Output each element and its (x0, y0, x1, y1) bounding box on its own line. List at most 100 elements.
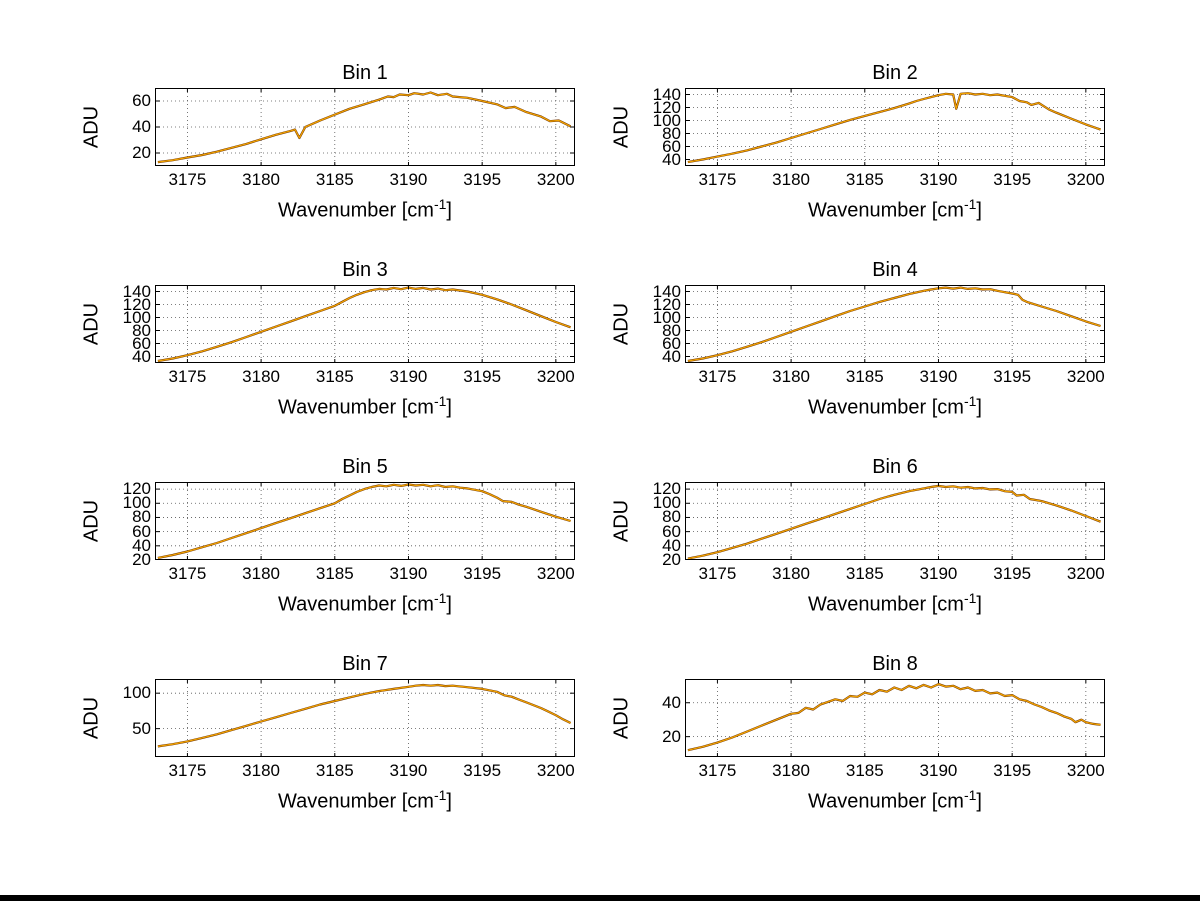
x-tick-label: 3185 (845, 367, 884, 386)
y-tick-label: 120 (652, 97, 681, 117)
y-tick-label: 40 (662, 346, 681, 366)
plot-area (155, 285, 575, 363)
x-tick-label: 3185 (845, 170, 884, 189)
x-axis-label-suffix: ] (976, 396, 982, 419)
x-tick-label: 3190 (919, 761, 958, 780)
y-tick-label: 60 (132, 521, 151, 541)
subplot-title: Bin 5 (342, 456, 388, 478)
x-axis-label-prefix: Wavenumber [cm (278, 199, 434, 222)
y-axis-label: ADU (611, 679, 637, 757)
y-tick-label: 80 (662, 320, 681, 340)
y-tick-label: 80 (662, 123, 681, 143)
y-tick-label: 120 (652, 294, 681, 314)
y-tick-label: 100 (652, 493, 681, 513)
x-tick-label: 3185 (315, 564, 354, 583)
x-tick-labels: 3175 3180 3185 3190 3195 3200 (685, 560, 1105, 584)
x-axis-label-superscript: -1 (433, 787, 447, 803)
x-axis-label-suffix: ] (446, 396, 452, 419)
x-tick-label: 3180 (242, 170, 280, 189)
y-tick-label: 20 (662, 726, 681, 746)
y-axis-label-text: ADU (610, 696, 633, 740)
x-axis-label-superscript: -1 (433, 393, 447, 409)
x-axis-label: Wavenumber [cm-1] (685, 393, 1105, 420)
y-tick-label: 60 (132, 91, 151, 110)
subplot-bin-4: Bin 4 ADU 40 60 80 100 120 140 3175 3180 3185 3190 3… (611, 247, 1115, 444)
x-axis-label: Wavenumber [cm-1] (155, 590, 575, 617)
plot-canvas (685, 285, 1105, 363)
x-tick-label: 3175 (698, 761, 737, 780)
subplot-title: Bin 7 (342, 653, 388, 675)
x-tick-label: 3200 (1066, 761, 1105, 780)
x-axis-label-superscript: -1 (963, 590, 977, 606)
x-tick-label: 3200 (536, 170, 575, 189)
plot-canvas (155, 679, 575, 757)
x-tick-label: 3185 (315, 761, 354, 780)
x-axis-label-prefix: Wavenumber [cm (278, 396, 434, 419)
x-tick-label: 3200 (536, 564, 575, 583)
x-tick-label: 3190 (389, 367, 428, 386)
y-tick-labels: 20 40 (637, 679, 685, 757)
y-tick-labels: 40 60 80 100 120 140 (107, 281, 155, 365)
plot-canvas (685, 482, 1105, 561)
x-tick-label: 3200 (1066, 367, 1105, 386)
x-axis-label: Wavenumber [cm-1] (685, 787, 1105, 814)
x-axis-label-suffix: ] (976, 199, 982, 222)
x-tick-labels: 3175 3180 3185 3190 3195 3200 (155, 363, 575, 387)
plot-area (685, 285, 1105, 363)
y-tick-labels: 50 100 (107, 679, 155, 757)
plot-area (155, 482, 575, 561)
y-tick-label: 50 (132, 718, 151, 738)
x-tick-labels: 3175 3180 3185 3190 3195 3200 (685, 166, 1105, 190)
plot-area (685, 679, 1105, 757)
y-tick-label: 40 (662, 692, 681, 712)
y-tick-label: 120 (122, 479, 151, 499)
x-tick-label: 3180 (242, 564, 280, 583)
y-axis-label-text: ADU (80, 696, 103, 740)
y-tick-label: 140 (122, 281, 151, 301)
x-axis-label-suffix: ] (446, 790, 452, 813)
plot-row: ADU 50 100 (81, 679, 585, 757)
subplot-title: Bin 8 (872, 653, 918, 675)
y-tick-label: 20 (662, 550, 681, 569)
subplot-bin-1: Bin 1 ADU 20 40 60 3175 3180 3185 3190 3195 3200 Wa… (81, 50, 585, 247)
x-tick-label: 3175 (698, 367, 737, 386)
plot-canvas (155, 88, 575, 166)
plot-row: ADU 20 40 60 80 100 120 (81, 479, 585, 569)
x-tick-label: 3175 (698, 564, 737, 583)
subplot-bin-7: Bin 7 ADU 50 100 3175 3180 3185 3190 3195 3200 Wav… (81, 641, 585, 838)
x-tick-label: 3185 (315, 170, 354, 189)
y-axis-label: ADU (81, 285, 107, 363)
y-tick-labels: 20 40 60 80 100 120 (637, 480, 685, 569)
x-tick-label: 3200 (1066, 170, 1105, 189)
y-tick-label: 20 (132, 143, 151, 162)
x-axis-label-suffix: ] (976, 790, 982, 813)
plot-area (155, 88, 575, 166)
y-axis-label: ADU (81, 679, 107, 757)
y-tick-label: 140 (652, 84, 681, 104)
subplot-bin-5: Bin 5 ADU 20 40 60 80 100 120 3175 3180 3185 3190 31… (81, 444, 585, 641)
x-axis-label-prefix: Wavenumber [cm (808, 396, 964, 419)
y-tick-labels: 40 60 80 100 120 140 (637, 84, 685, 169)
y-tick-label: 80 (662, 507, 681, 527)
x-axis-label-superscript: -1 (963, 196, 977, 212)
x-axis-label-superscript: -1 (963, 393, 977, 409)
x-tick-label: 3195 (993, 761, 1032, 780)
x-tick-label: 3195 (993, 170, 1032, 189)
y-tick-label: 100 (652, 307, 681, 327)
x-tick-label: 3175 (698, 170, 737, 189)
subplot-bin-8: Bin 8 ADU 20 40 3175 3180 3185 3190 3195 3200 Wave… (611, 641, 1115, 838)
y-tick-label: 100 (122, 683, 151, 703)
x-tick-labels: 3175 3180 3185 3190 3195 3200 (685, 363, 1105, 387)
plot-canvas (685, 88, 1105, 166)
y-tick-label: 40 (662, 149, 681, 169)
y-tick-label: 40 (662, 535, 681, 555)
x-axis-label: Wavenumber [cm-1] (155, 196, 575, 223)
x-tick-label: 3180 (772, 761, 810, 780)
y-tick-label: 100 (652, 110, 681, 130)
x-tick-label: 3190 (389, 170, 428, 189)
y-tick-label: 40 (132, 535, 151, 555)
x-tick-label: 3180 (772, 564, 810, 583)
y-axis-label-text: ADU (80, 302, 103, 346)
y-axis-label: ADU (611, 285, 637, 363)
x-tick-label: 3190 (919, 367, 958, 386)
